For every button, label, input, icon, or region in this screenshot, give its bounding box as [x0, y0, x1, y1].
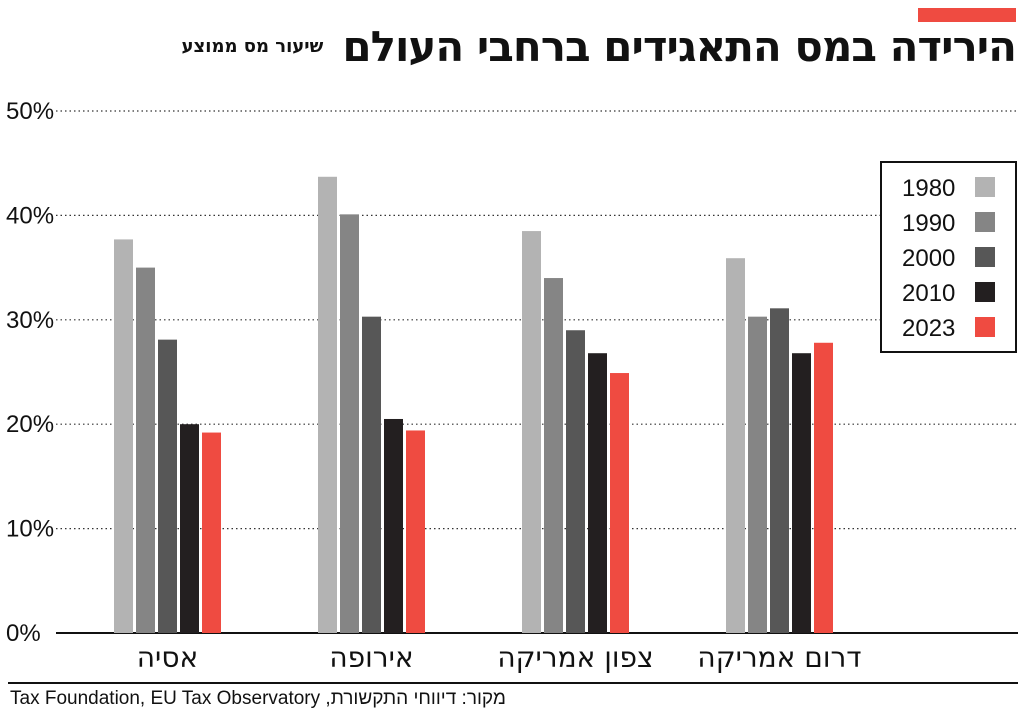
legend-label: 2023	[902, 315, 955, 342]
category-label: דרום אמריקה	[697, 641, 861, 674]
bar-2023	[814, 342, 833, 633]
bar-2000	[158, 339, 177, 633]
bar-2023	[610, 373, 629, 633]
bar-1980	[522, 231, 541, 633]
legend-swatch	[975, 282, 995, 302]
category-label: אירופה	[329, 641, 413, 674]
header: הירידה במס התאגידים ברחבי העולם שיעור מס…	[60, 22, 1017, 86]
bar-2023	[406, 430, 425, 633]
source-divider	[8, 682, 1018, 684]
bar-1980	[726, 258, 745, 633]
bar-2023	[202, 432, 221, 633]
bar-2000	[362, 316, 381, 633]
y-tick-label: 10%	[6, 516, 54, 543]
bar-2000	[566, 330, 585, 633]
category-label: אסיה	[137, 641, 198, 674]
y-tick-label: 40%	[6, 202, 54, 229]
legend-label: 1980	[902, 175, 955, 202]
y-tick-label: 20%	[6, 411, 54, 438]
bar-1990	[748, 316, 767, 633]
bar-1980	[114, 239, 133, 634]
legend-swatch	[975, 247, 995, 267]
bar-1990	[136, 267, 155, 633]
bar-1990	[340, 214, 359, 633]
legend-swatch	[975, 177, 995, 197]
bar-1980	[318, 176, 337, 633]
accent-bar	[918, 8, 1016, 22]
y-tick-label: 50%	[6, 98, 54, 125]
legend-label: 2010	[902, 280, 955, 307]
category-label: צפון אמריקה	[497, 641, 653, 674]
legend-swatch	[975, 317, 995, 337]
bar-2010	[180, 424, 199, 633]
y-tick-label: 30%	[6, 307, 54, 334]
bar-chart: 0% 10% 20% 30% 40% 50% אסיה אירופה צפון אמריקה דר…	[6, 98, 1018, 674]
bar-1990	[544, 278, 563, 633]
y-tick-label: 0%	[6, 620, 41, 647]
bar-2010	[792, 353, 811, 633]
legend-swatch	[975, 212, 995, 232]
legend-label: 1990	[902, 210, 955, 237]
source-note: מקור: דיווחי התקשורת, Tax Foundation, EU…	[10, 688, 506, 709]
bar-2010	[384, 418, 403, 633]
chart-title: הירידה במס התאגידים ברחבי העולם	[342, 22, 1017, 71]
chart-subtitle: שיעור מס ממוצע	[181, 36, 324, 57]
bar-2000	[770, 308, 789, 633]
bar-2010	[588, 353, 607, 633]
legend-label: 2000	[902, 245, 955, 272]
